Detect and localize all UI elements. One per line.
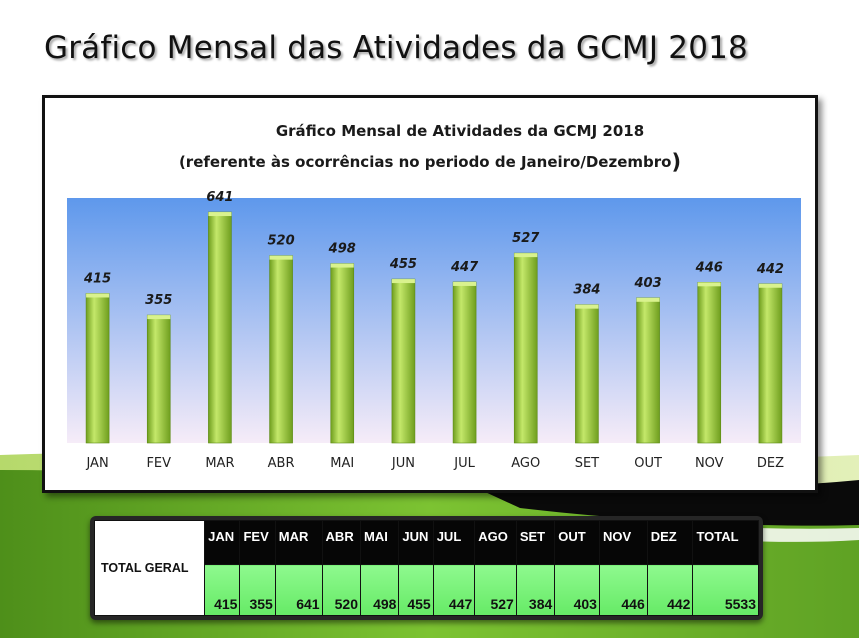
data-label-abr: 520 bbox=[268, 234, 295, 249]
x-tick-label: DEZ bbox=[757, 456, 784, 471]
bar-top-cap bbox=[391, 279, 415, 284]
table-value-cell: 384 bbox=[515, 564, 556, 616]
chart-title: Gráfico Mensal de Atividades da GCMJ 201… bbox=[275, 122, 645, 140]
data-label-set: 384 bbox=[573, 283, 600, 298]
data-label-nov: 446 bbox=[695, 260, 723, 275]
x-tick-label: MAR bbox=[205, 456, 234, 471]
x-tick-label: FEV bbox=[146, 456, 171, 471]
table-header-cell: JUL bbox=[432, 520, 476, 565]
table-value-total: 5533 bbox=[692, 564, 759, 616]
table-value-cell: 442 bbox=[646, 564, 694, 616]
bar-mai bbox=[330, 263, 355, 444]
bar-fev bbox=[146, 314, 171, 444]
bar-abr bbox=[269, 255, 293, 444]
bar-top-cap bbox=[636, 297, 660, 302]
table-header-total: TOTAL bbox=[692, 520, 759, 565]
summary-table-container: TOTAL GERAL JAN FEV MAR ABR MAI JUN JUL … bbox=[90, 516, 763, 620]
bar-dez bbox=[758, 283, 783, 444]
chart-frame: 415 355 641 520 498 455 447 527 384 403 446 442 JAN… bbox=[42, 95, 818, 493]
bar-mar bbox=[208, 211, 232, 444]
bar-jul bbox=[452, 281, 477, 444]
bar-top-cap bbox=[575, 304, 599, 309]
summary-table: TOTAL GERAL JAN FEV MAR ABR MAI JUN JUL … bbox=[93, 520, 759, 616]
table-header-cell: MAR bbox=[274, 520, 323, 565]
bar-top-cap bbox=[86, 293, 110, 298]
table-header-cell: JAN bbox=[204, 520, 241, 565]
data-label-dez: 442 bbox=[756, 262, 784, 277]
table-header-cell: OUT bbox=[554, 520, 600, 565]
data-label-jun: 455 bbox=[389, 257, 417, 272]
table-value-cell: 498 bbox=[359, 564, 400, 616]
bar-top-cap bbox=[330, 263, 354, 268]
bar-top-cap bbox=[147, 315, 171, 320]
chart-subtitle-text: (referente às ocorrências no periodo de … bbox=[178, 153, 672, 171]
table-value-cell: 403 bbox=[554, 564, 600, 616]
chart-subtitle: (referente às ocorrências no periodo de … bbox=[45, 150, 815, 174]
bar-top-cap bbox=[697, 282, 721, 287]
x-tick-label: JAN bbox=[85, 456, 108, 471]
bar-ago bbox=[513, 252, 538, 444]
x-tick-label: AGO bbox=[511, 456, 540, 471]
x-tick-label: ABR bbox=[268, 456, 295, 471]
chart-subtitle-close: ) bbox=[671, 150, 682, 174]
data-label-ago: 527 bbox=[512, 231, 540, 246]
table-value-cell: 455 bbox=[398, 564, 434, 616]
table-header-cell: MAI bbox=[359, 520, 400, 565]
table-value-row: 415 355 641 520 498 455 447 527 384 403 … bbox=[95, 564, 759, 616]
bar-top-cap bbox=[758, 283, 782, 288]
table-header-cell: ABR bbox=[321, 520, 361, 565]
x-tick-label: MAI bbox=[330, 456, 354, 471]
table-value-cell: 446 bbox=[598, 564, 648, 616]
x-tick-label: JUL bbox=[453, 456, 475, 471]
bar-set bbox=[575, 304, 599, 444]
x-tick-label: OUT bbox=[634, 456, 662, 471]
data-label-jul: 447 bbox=[450, 260, 479, 275]
bar-jun bbox=[391, 278, 416, 444]
table-header-row: TOTAL GERAL JAN FEV MAR ABR MAI JUN JUL … bbox=[93, 520, 759, 616]
bar-top-cap bbox=[208, 212, 232, 217]
table-value-cell: 527 bbox=[474, 564, 517, 616]
table-value-cell: 355 bbox=[239, 564, 276, 616]
table-header-cell: DEZ bbox=[646, 520, 694, 565]
table-value-cell: 415 bbox=[204, 564, 241, 616]
table-value-cell: 520 bbox=[321, 564, 361, 616]
x-tick-label: JUN bbox=[391, 456, 415, 471]
data-label-fev: 355 bbox=[145, 293, 172, 308]
bar-top-cap bbox=[453, 281, 477, 286]
table-header-cell: FEV bbox=[239, 520, 276, 565]
table-header-cell: JUN bbox=[398, 520, 434, 565]
table-value-cell: 641 bbox=[274, 564, 323, 616]
data-label-mai: 498 bbox=[328, 242, 356, 257]
bar-top-cap bbox=[269, 255, 293, 260]
table-header-cell: NOV bbox=[598, 520, 648, 565]
data-label-mar: 641 bbox=[206, 190, 233, 205]
bar-nov bbox=[697, 282, 722, 444]
slide-title: Gráfico Mensal das Atividades da GCMJ 20… bbox=[44, 30, 748, 66]
bar-top-cap bbox=[514, 253, 538, 258]
bar-chart: 415 355 641 520 498 455 447 527 384 403 446 442 JAN… bbox=[67, 190, 801, 471]
table-header-cell: AGO bbox=[474, 520, 517, 565]
table-value-cell: 447 bbox=[432, 564, 476, 616]
table-row-label: TOTAL GERAL bbox=[93, 520, 206, 616]
x-tick-label: SET bbox=[575, 456, 599, 471]
x-tick-label: NOV bbox=[695, 456, 724, 471]
data-label-out: 403 bbox=[634, 276, 662, 291]
plot-area-background bbox=[67, 198, 801, 443]
bar-out bbox=[636, 297, 660, 444]
table-header-cell: SET bbox=[515, 520, 556, 565]
bar-jan bbox=[85, 293, 110, 444]
data-label-jan: 415 bbox=[83, 271, 111, 286]
